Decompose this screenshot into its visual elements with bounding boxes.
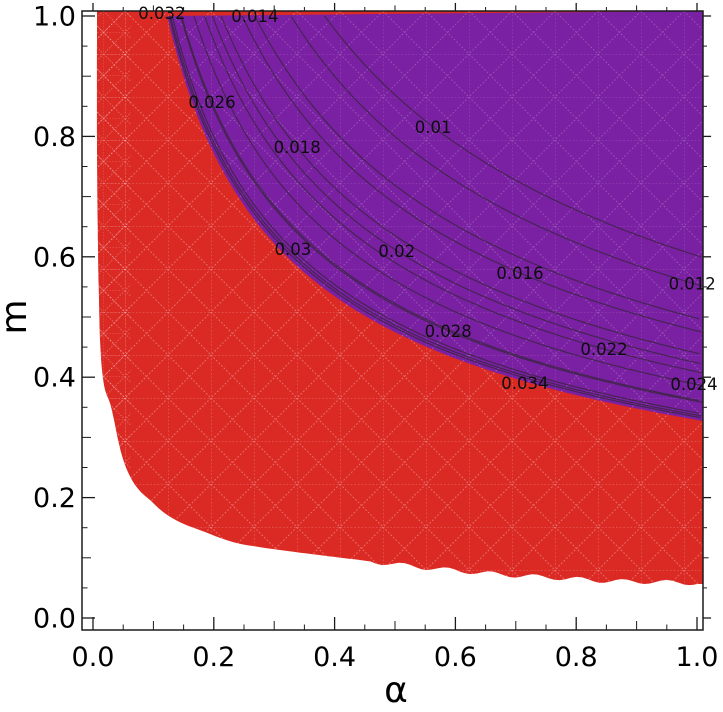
contour-line-0.026: [181, 15, 699, 401]
contour-line-0.014: [254, 15, 700, 320]
contour-line-0.02: [211, 15, 701, 365]
contour-label-0.034: 0.034: [501, 374, 548, 393]
contour-line-0.01: [324, 15, 702, 258]
contour-label-0.022: 0.022: [580, 340, 627, 359]
x-axis-label: α: [384, 670, 408, 711]
contour-label-0.016: 0.016: [496, 264, 543, 283]
contour-line-0.034: [168, 15, 701, 419]
contour-label-0.026: 0.026: [188, 93, 235, 112]
contour-line-0.022: [204, 15, 703, 374]
region-fills: [96, 11, 703, 586]
y-axis-label: m: [0, 299, 35, 334]
y-tick-label-0.2: 0.2: [33, 483, 76, 514]
contour-label-0.01: 0.01: [415, 118, 452, 137]
contour-line-0.024: [193, 15, 702, 386]
x-tick-label-0.6: 0.6: [434, 642, 477, 673]
x-tick-label-1.0: 1.0: [676, 642, 719, 673]
contour-label-0.014: 0.014: [231, 7, 278, 26]
contour-line-0.03: [171, 15, 699, 414]
y-tick-label-0.8: 0.8: [33, 122, 76, 153]
contour-line-0.016: [241, 15, 702, 333]
contour-lines: [168, 15, 703, 419]
axis-ticks: [82, 2, 712, 630]
contour-label-0.024: 0.024: [670, 375, 717, 394]
x-tick-label-0.4: 0.4: [313, 642, 356, 673]
contour-label-0.032: 0.032: [138, 4, 185, 23]
contour-label-0.012: 0.012: [669, 274, 716, 293]
x-tick-label-0.0: 0.0: [72, 642, 115, 673]
contour-line-0.018: [220, 15, 700, 355]
axis-tick-labels: 0.0 0.2 0.4 0.6 0.8 1.0 0.0 0.2 0.4 0.6 0.8 1.0: [33, 2, 718, 674]
contour-label-0.02: 0.02: [378, 242, 415, 261]
contour-label-0.03: 0.03: [275, 240, 312, 259]
x-tick-label-0.8: 0.8: [555, 642, 598, 673]
red-region-mesh-fine: [97, 11, 131, 481]
y-tick-label-1.0: 1.0: [33, 2, 76, 33]
y-tick-label-0.6: 0.6: [33, 242, 76, 273]
contour-line-0.028: [180, 15, 703, 403]
y-tick-label-0.0: 0.0: [33, 604, 76, 635]
contour-line-0.032: [169, 15, 703, 417]
contour-line-0.012: [290, 15, 702, 287]
contour-label-0.018: 0.018: [274, 138, 321, 157]
x-tick-label-0.2: 0.2: [192, 642, 235, 673]
contour-label-0.028: 0.028: [425, 322, 472, 341]
plot-frame: [81, 10, 704, 631]
y-tick-label-0.4: 0.4: [33, 363, 76, 394]
